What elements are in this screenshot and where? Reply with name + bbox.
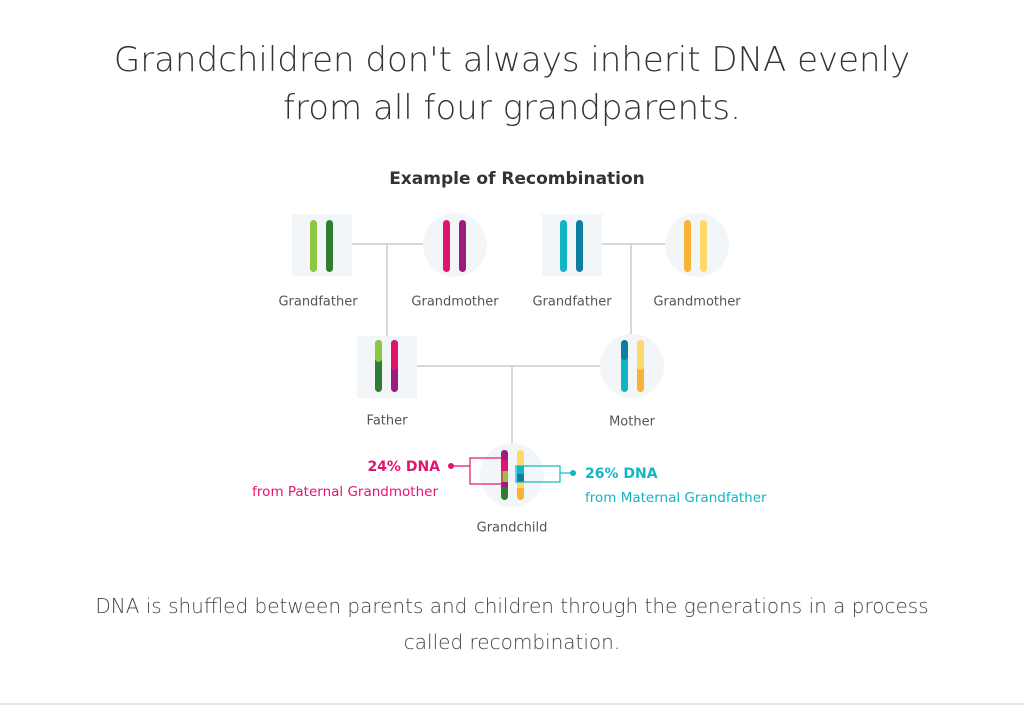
node-label: Grandchild xyxy=(477,521,548,536)
headline: Grandchildren don't always inherit DNA e… xyxy=(113,40,911,128)
mother xyxy=(600,334,664,398)
node-label: Father xyxy=(367,414,409,429)
node-label: Grandmother xyxy=(411,295,499,310)
paternal-grandmother xyxy=(423,213,487,277)
node-label: Grandfather xyxy=(278,295,358,310)
maternal-bracket xyxy=(515,465,576,483)
footer-text: DNA is shuffled between parents and chil… xyxy=(95,594,929,654)
grandchild xyxy=(480,443,544,507)
annotation-title: 24% DNA xyxy=(367,459,440,475)
annotation-text: from Paternal Grandmother xyxy=(252,484,438,500)
father xyxy=(357,336,417,398)
paternal-bracket xyxy=(448,457,503,485)
diagram-title: Example of Recombination xyxy=(389,169,645,189)
node-label: Grandfather xyxy=(532,295,612,310)
maternal-grandfather xyxy=(542,214,602,276)
maternal-grandmother xyxy=(665,213,729,277)
annotation-text: from Maternal Grandfather xyxy=(585,490,767,506)
paternal-grandfather xyxy=(292,214,352,276)
node-label: Grandmother xyxy=(653,295,741,310)
node-label: Mother xyxy=(609,415,656,430)
annotation-title: 26% DNA xyxy=(585,466,658,482)
connectors xyxy=(352,243,666,444)
